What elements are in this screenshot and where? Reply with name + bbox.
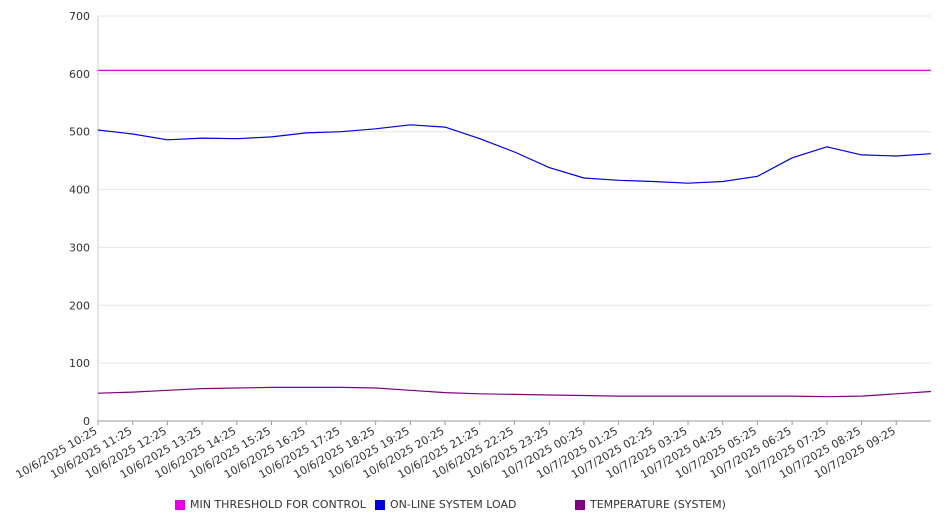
y-tick-label: 200 [69, 299, 90, 312]
y-tick-label: 300 [69, 241, 90, 254]
line-chart: 0 100 200 300 400 500 600 700 10/6/2025 10:2510… [14, 10, 932, 481]
y-tick-label: 600 [69, 68, 90, 81]
series-line-1 [97, 124, 932, 184]
series-lines [97, 69, 932, 398]
legend-item-temperature[interactable]: TEMPERATURE (SYSTEM) [575, 498, 726, 511]
legend-swatch-temperature [575, 499, 585, 510]
y-tick-label: 100 [69, 357, 90, 370]
legend-swatch-load [375, 499, 385, 510]
y-axis-ticks: 0 100 200 300 400 500 600 700 [69, 10, 90, 428]
axes [97, 16, 931, 422]
y-tick-label: 0 [83, 415, 90, 428]
legend-swatch-threshold [175, 499, 185, 510]
y-tick-label: 400 [69, 184, 90, 197]
legend-item-load[interactable]: ON-LINE SYSTEM LOAD [375, 498, 516, 511]
legend: MIN THRESHOLD FOR CONTROL ON-LINE SYSTEM… [0, 498, 946, 518]
y-tick-label: 700 [69, 10, 90, 23]
series-line-2 [97, 386, 932, 398]
legend-label-threshold: MIN THRESHOLD FOR CONTROL [190, 498, 366, 511]
y-tick-label: 500 [69, 126, 90, 139]
legend-item-threshold[interactable]: MIN THRESHOLD FOR CONTROL [175, 498, 366, 511]
legend-label-temperature: TEMPERATURE (SYSTEM) [590, 498, 726, 511]
legend-label-load: ON-LINE SYSTEM LOAD [390, 498, 517, 511]
grid-lines [98, 15, 931, 422]
